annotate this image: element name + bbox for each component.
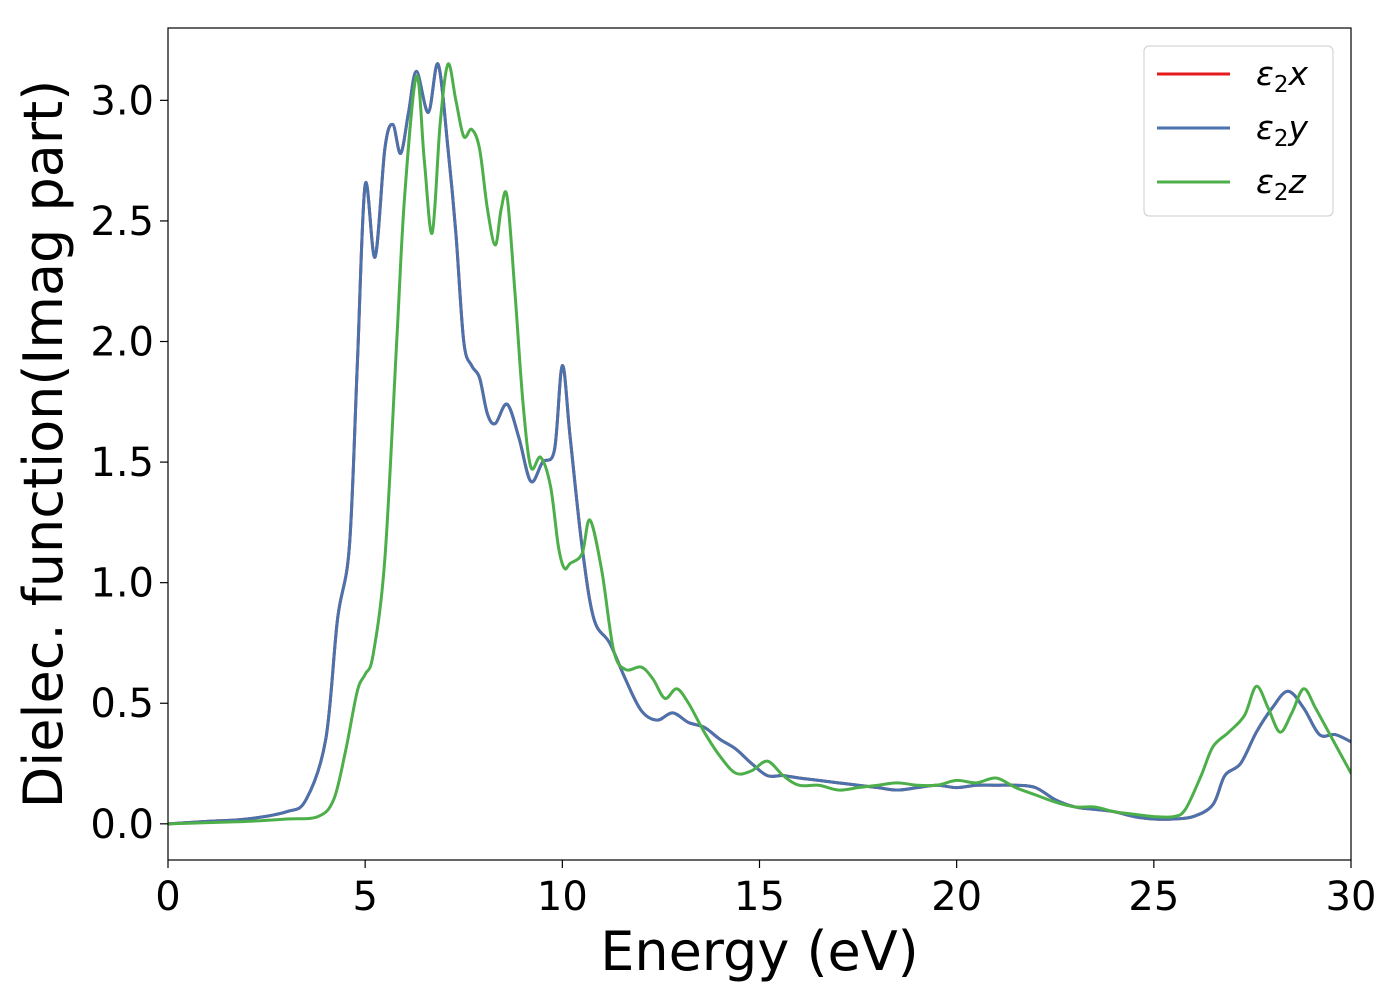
x-tick-label: 10 xyxy=(537,874,588,920)
y-axis-label: Dielec. function(Imag part) xyxy=(12,80,75,809)
x-tick-label: 20 xyxy=(931,874,982,920)
y-axis: 0.0 0.5 1.0 1.5 2.0 2.5 3.0 xyxy=(90,78,168,848)
y-tick-label: 0.5 xyxy=(90,681,154,727)
y-tick-label: 2.0 xyxy=(90,320,154,366)
x-tick-label: 25 xyxy=(1128,874,1179,920)
series-line-y xyxy=(168,62,1351,826)
legend-label-x: ε2x xyxy=(1256,54,1308,98)
legend-label-y: ε2y xyxy=(1256,108,1308,152)
series-line-z xyxy=(168,62,1351,826)
x-axis-label: Energy (eV) xyxy=(600,920,919,983)
legend-entries: ε2x ε2y ε2z xyxy=(1157,54,1308,206)
legend: ε2x ε2y ε2z xyxy=(1143,45,1334,217)
y-tick-label: 1.0 xyxy=(90,561,154,607)
x-tick-label: 30 xyxy=(1326,874,1377,920)
y-tick-label: 3.0 xyxy=(90,78,154,124)
x-axis: 0 5 10 15 20 25 30 xyxy=(155,860,1376,920)
x-tick-label: 15 xyxy=(734,874,785,920)
legend-label-z: ε2z xyxy=(1256,162,1306,206)
y-tick-label: 0.0 xyxy=(90,802,154,848)
legend-box xyxy=(1143,45,1334,217)
x-tick-label: 5 xyxy=(352,874,377,920)
series-layer xyxy=(168,62,1351,826)
y-tick-label: 2.5 xyxy=(90,199,154,245)
y-tick-label: 1.5 xyxy=(90,440,154,486)
x-tick-label: 0 xyxy=(155,874,180,920)
